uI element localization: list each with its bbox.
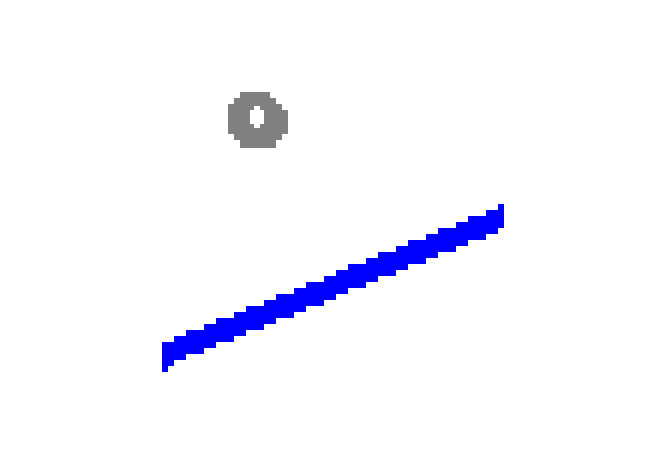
ring-pixel (240, 140, 276, 148)
line-pixel (240, 312, 246, 336)
line-pixel (492, 210, 498, 234)
line-pixel (162, 360, 168, 372)
line-pixel (282, 294, 288, 318)
ring-ball[interactable] (228, 92, 288, 148)
line-pixel (288, 294, 294, 318)
line-pixel (234, 312, 240, 336)
line-pixel (258, 306, 264, 330)
line-pixel (204, 324, 210, 348)
line-pixel (378, 252, 384, 276)
line-pixel (342, 270, 348, 294)
line-pixel (312, 282, 318, 306)
line-pixel (252, 306, 258, 330)
ring-pixel (234, 98, 276, 104)
line-pixel (162, 342, 168, 366)
line-pixel (324, 276, 330, 300)
line-pixel (348, 264, 354, 288)
line-pixel (390, 252, 396, 276)
line-pixel (180, 336, 186, 360)
line-pixel (270, 300, 276, 324)
sloped-line-platform (162, 204, 504, 372)
line-pixel (468, 216, 474, 240)
line-pixel (498, 204, 504, 228)
ring-hole (254, 106, 260, 128)
line-pixel (438, 228, 444, 252)
line-pixel (474, 216, 480, 240)
line-pixel (396, 246, 402, 270)
ring-pixel (234, 134, 282, 140)
line-pixel (456, 222, 462, 246)
ring-pixel (240, 92, 270, 98)
line-pixel (330, 276, 336, 300)
line-pixel (462, 222, 468, 246)
line-pixel (174, 336, 180, 360)
line-pixel (336, 270, 342, 294)
line-pixel (210, 324, 216, 348)
line-pixel (450, 228, 456, 252)
line-pixel (486, 210, 492, 234)
line-pixel (432, 234, 438, 258)
line-pixel (300, 288, 306, 312)
line-pixel (168, 342, 174, 366)
line-pixel (198, 330, 204, 354)
line-pixel (264, 300, 270, 324)
line-pixel (384, 252, 390, 276)
line-pixel (216, 318, 222, 342)
line-pixel (318, 282, 324, 306)
line-pixel (372, 258, 378, 282)
line-pixel (420, 240, 426, 264)
line-pixel (408, 240, 414, 264)
line-pixel (366, 258, 372, 282)
line-pixel (192, 330, 198, 354)
line-pixel (402, 246, 408, 270)
line-pixel (480, 216, 486, 240)
line-pixel (222, 318, 228, 342)
line-pixel (294, 288, 300, 312)
line-pixel (444, 228, 450, 252)
line-pixel (228, 318, 234, 342)
line-pixel (414, 240, 420, 264)
ring-pixel (228, 128, 288, 134)
line-pixel (276, 294, 282, 318)
line-pixel (360, 264, 366, 288)
line-pixel (354, 264, 360, 288)
line-pixel (246, 306, 252, 330)
line-pixel (426, 234, 432, 258)
line-pixel (186, 330, 192, 354)
line-pixel (306, 282, 312, 306)
